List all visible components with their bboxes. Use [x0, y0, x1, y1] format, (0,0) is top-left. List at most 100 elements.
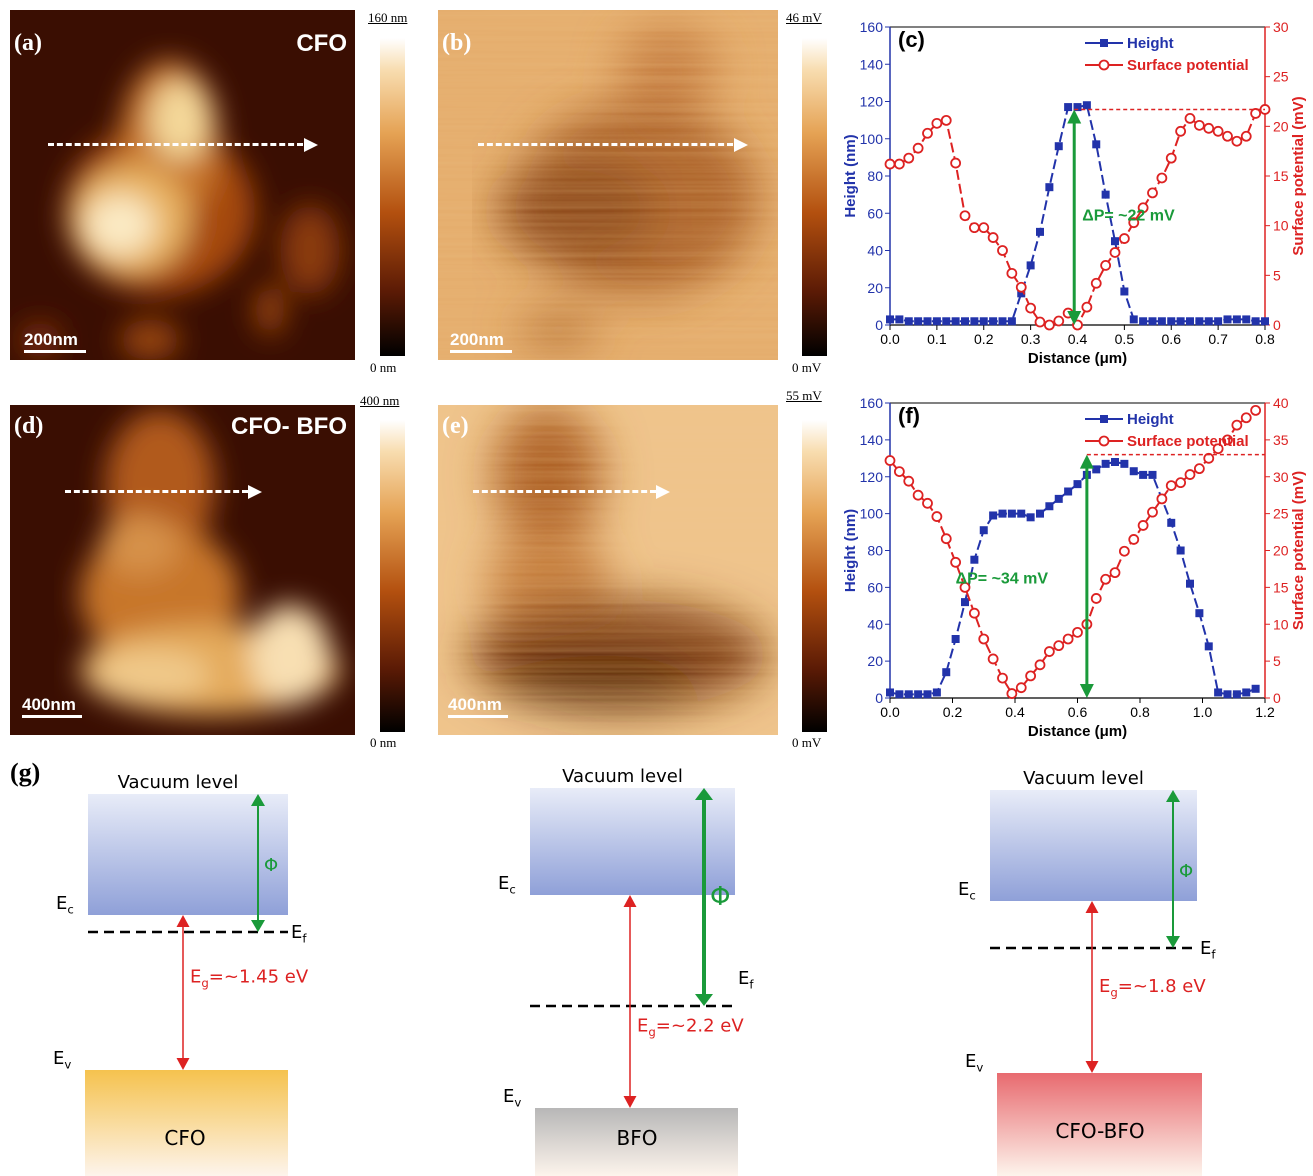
potential-point	[1137, 202, 1149, 214]
height-point	[989, 317, 998, 326]
panel-label: (c)	[898, 27, 925, 52]
x-axis-label: Distance (μm)	[1028, 723, 1127, 740]
potential-point	[1015, 281, 1027, 293]
y-tick-label: 80	[867, 543, 883, 559]
potential-point	[893, 158, 905, 170]
potential-series-line	[890, 108, 1266, 327]
potential-point	[1053, 640, 1065, 652]
scale-bar-label: 400nm	[22, 695, 76, 714]
scale-bar	[22, 715, 82, 718]
potential-point	[950, 556, 962, 568]
y2-tick-label: 10	[1273, 616, 1289, 632]
height-point	[1101, 190, 1110, 199]
potential-point	[1175, 477, 1187, 489]
height-point	[1204, 317, 1213, 326]
valence-band	[535, 1108, 738, 1176]
potential-point	[931, 511, 943, 522]
scan-line-arrow	[48, 143, 303, 146]
height-point	[1195, 609, 1204, 618]
potential-point	[1193, 119, 1205, 131]
height-point	[961, 598, 969, 607]
y2-tick-label: 10	[1273, 218, 1289, 234]
y2-tick-label: 5	[1273, 267, 1281, 283]
potential-point	[1015, 682, 1027, 694]
potential-point	[1156, 493, 1168, 505]
y-axis-label: Height (nm)	[842, 134, 859, 217]
potential-point	[1203, 452, 1215, 464]
material-label: CFO-BFO	[1055, 1119, 1144, 1143]
height-point	[1167, 317, 1176, 326]
potential-point	[997, 245, 1008, 256]
height-point	[951, 317, 960, 326]
y-tick-label: 60	[867, 579, 883, 595]
height-point	[1186, 317, 1194, 326]
afm-topography-texture	[10, 405, 355, 735]
potential-point	[1203, 122, 1215, 134]
y2-tick-label: 25	[1273, 506, 1289, 522]
height-point	[895, 315, 904, 324]
colorbar-e-min: 0 mV	[792, 735, 822, 750]
scan-arrow-head	[734, 138, 748, 152]
scan-line-arrow	[473, 490, 656, 493]
y-tick-label: 40	[867, 243, 883, 259]
height-point	[1073, 103, 1082, 112]
height-point	[1129, 315, 1138, 324]
height-point	[1195, 317, 1204, 326]
potential-point	[1034, 659, 1046, 671]
colorbar-d-max: 400 nm	[360, 393, 400, 408]
scale-bar-label: 400nm	[448, 695, 502, 714]
height-point	[989, 511, 998, 520]
potential-point	[940, 533, 952, 545]
potential-point	[1109, 567, 1121, 579]
ec-label: Ec	[958, 879, 976, 903]
panel-label-g: (g)	[10, 758, 41, 787]
ef-label: Ef	[1200, 938, 1216, 962]
legend-height-marker	[1100, 415, 1108, 423]
x-tick-label: 0.1	[927, 331, 947, 347]
height-point	[1045, 502, 1054, 511]
y2-tick-label: 25	[1273, 69, 1289, 85]
x-tick-label: 0.4	[1005, 704, 1025, 720]
y-tick-label: 140	[860, 56, 884, 72]
height-point	[1045, 183, 1054, 192]
kpfm-potential-texture	[438, 405, 778, 735]
potential-point	[903, 152, 915, 164]
delta-p-annotation: ΔP= ~22 mV	[1082, 208, 1175, 225]
x-tick-label: 0.0	[880, 331, 900, 347]
potential-point	[1193, 463, 1205, 475]
potential-point	[959, 210, 971, 222]
legend-potential-marker	[1098, 435, 1110, 447]
valence-band	[997, 1073, 1202, 1176]
colorbar-b-max: 46 mV	[786, 10, 822, 25]
scan-arrow-head	[248, 485, 262, 499]
band-gap-label: Eg=~1.45 eV	[190, 967, 309, 991]
colorbar-a	[380, 38, 405, 356]
phi-label: Φ	[710, 882, 730, 912]
height-point	[923, 317, 932, 326]
colorbar-d-min: 0 nm	[370, 735, 397, 750]
band-gap-arrow-head-bottom	[1085, 1061, 1099, 1073]
legend-potential-marker	[1098, 59, 1110, 71]
colorbar-e	[802, 420, 827, 732]
x-tick-label: 0.2	[974, 331, 994, 347]
height-point	[932, 317, 941, 326]
height-point	[904, 690, 913, 699]
height-point	[1111, 237, 1119, 246]
height-point	[1092, 465, 1101, 474]
band-gap-arrow-head-top	[176, 915, 190, 927]
height-point	[1204, 642, 1213, 651]
height-point	[1139, 317, 1148, 326]
vacuum-level-label: Vacuum level	[562, 766, 683, 787]
y2-tick-label: 40	[1273, 395, 1289, 411]
height-point	[1026, 261, 1035, 270]
material-label: CFO	[164, 1126, 205, 1150]
scale-bar	[448, 715, 508, 718]
delta-p-arrow-head-down	[1067, 311, 1082, 325]
height-point	[914, 317, 923, 326]
height-point	[1017, 289, 1026, 298]
scan-line-arrow	[478, 143, 733, 146]
x-tick-label: 0.0	[880, 704, 900, 720]
band-gap-label: Eg=~2.2 eV	[637, 1016, 744, 1040]
y2-tick-label: 35	[1273, 432, 1289, 448]
y-axis-label: Height (nm)	[842, 509, 859, 592]
